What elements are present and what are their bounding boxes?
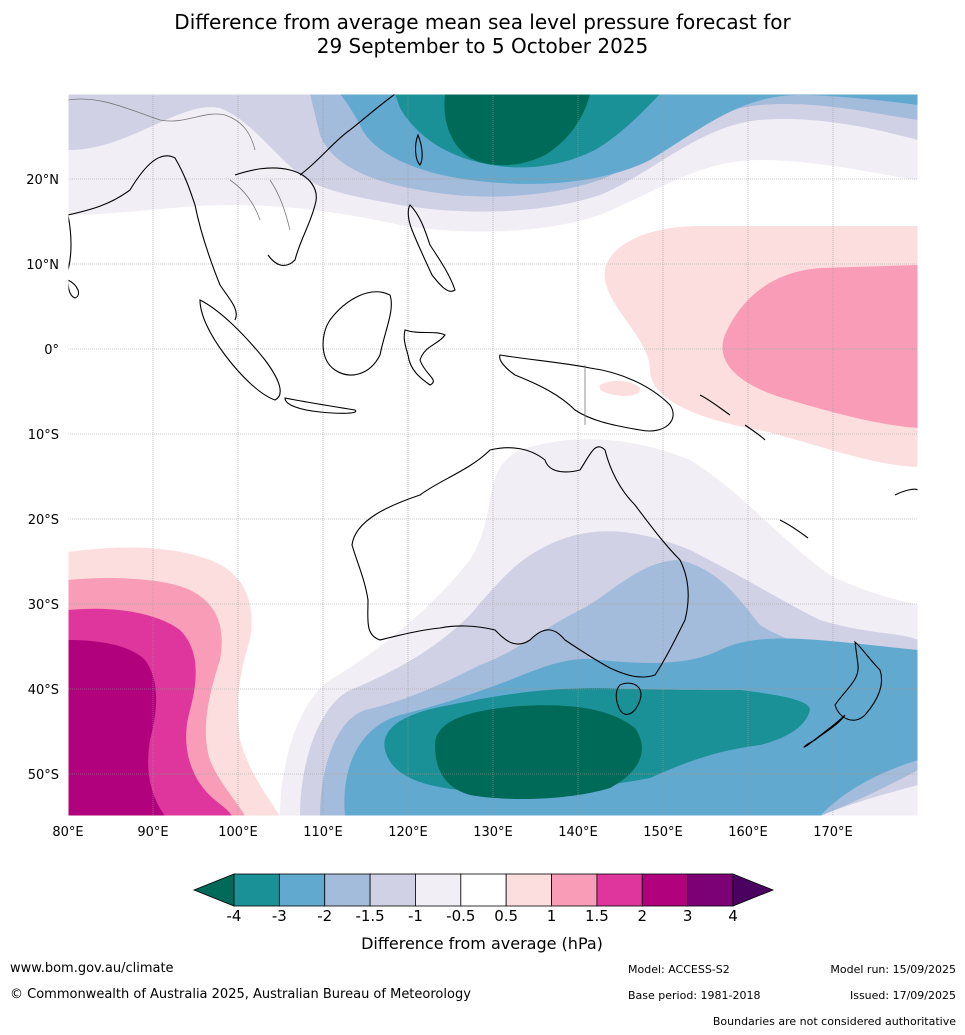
lon-tick: 80°E: [52, 825, 83, 840]
model-name: Model: ACCESS-S2: [628, 963, 730, 976]
colorbar-swatch: [641, 873, 689, 907]
colorbar-tick-label: -4: [227, 907, 242, 925]
lat-tick: 10°S: [28, 428, 59, 443]
longitude-axis: 80°E 90°E 100°E 110°E 120°E 130°E 140°E …: [52, 825, 852, 840]
title-line-2: 29 September to 5 October 2025: [316, 34, 649, 58]
colorbar-tick-label: 2: [637, 907, 647, 925]
lat-tick: 30°S: [28, 598, 59, 613]
colorbar-title: Difference from average (hPa): [361, 934, 603, 953]
tasmania-coast: [615, 682, 642, 715]
australia-coast: [351, 446, 689, 678]
chart-title: Difference from average mean sea level p…: [0, 10, 965, 58]
colorbar-tick-label: -1.5: [355, 907, 384, 925]
colorbar-swatch: [687, 873, 734, 907]
model-run-date: Model run: 15/09/2025: [830, 963, 956, 976]
colorbar-tick-label: 1.5: [585, 907, 609, 925]
issued-date: Issued: 17/09/2025: [849, 989, 956, 1002]
borneo-coast: [322, 291, 392, 376]
new-zealand-north-coast: [834, 640, 883, 721]
colorbar-swatch: [460, 873, 507, 907]
colorbar-tick-label: -0.5: [446, 907, 475, 925]
lon-tick: 90°E: [137, 825, 168, 840]
graticule: [68, 94, 918, 816]
southern-ocean-low: [280, 439, 918, 816]
colorbar-swatch: [324, 873, 371, 907]
colorbar-swatch: [415, 873, 462, 907]
colorbar-tick-label: 4: [728, 907, 738, 925]
colorbar-tick-label: 0.5: [494, 907, 518, 925]
colorbar-tick-label: -1: [408, 907, 423, 925]
pacific-islands-coast: [699, 394, 918, 539]
colorbar-swatch: [596, 873, 643, 907]
western-pacific-high: [599, 226, 918, 467]
lon-tick: 150°E: [643, 825, 683, 840]
country-borders: [68, 98, 586, 425]
taiwan-coast: [415, 133, 423, 166]
java-coast: [284, 397, 357, 414]
website-link[interactable]: www.bom.gov.au/climate: [10, 961, 174, 976]
lon-tick: 130°E: [473, 825, 513, 840]
lon-tick: 120°E: [388, 825, 428, 840]
lat-tick: 40°S: [28, 683, 59, 698]
lon-tick: 100°E: [218, 825, 258, 840]
lon-tick: 160°E: [728, 825, 768, 840]
colorbar-tick-label: 3: [683, 907, 693, 925]
colorbar-tick-label: 1: [547, 907, 557, 925]
colorbar: -4 -3 -2 -1.5 -1 -0.5 0.5 1 1.5 2 3 4: [192, 873, 775, 925]
colorbar-swatch: [233, 873, 280, 907]
new-guinea-coast: [499, 354, 674, 432]
lat-tick: 10°N: [26, 258, 59, 273]
lon-tick: 140°E: [558, 825, 598, 840]
asia-mainland-coast: [68, 94, 396, 321]
lat-tick: 20°S: [28, 513, 59, 528]
colorbar-extend-high: [732, 873, 775, 907]
new-zealand-south-coast: [803, 714, 846, 748]
colorbar-extend-low: [192, 873, 235, 907]
india-coast: [68, 214, 72, 271]
colorbar-swatch: [505, 873, 552, 907]
coastlines: [68, 94, 918, 748]
base-period: Base period: 1981-2018: [628, 989, 761, 1002]
colorbar-tick-label: -2: [317, 907, 332, 925]
lat-tick: 50°S: [28, 768, 59, 783]
lon-tick: 170°E: [813, 825, 853, 840]
sri-lanka-coast: [68, 279, 80, 299]
lon-tick: 110°E: [303, 825, 343, 840]
lat-tick: 0°: [44, 343, 59, 358]
lat-tick: 20°N: [26, 173, 59, 188]
sumatra-coast: [199, 299, 281, 401]
boundary-disclaimer: Boundaries are not considered authoritat…: [712, 1015, 956, 1028]
colorbar-swatch: [278, 873, 326, 907]
colorbar-tick-label: -3: [272, 907, 287, 925]
southern-indian-ocean-high: [68, 547, 280, 816]
philippines-coast: [407, 204, 456, 292]
title-line-1: Difference from average mean sea level p…: [174, 10, 791, 34]
map-panel: [68, 94, 918, 816]
colorbar-swatch: [369, 873, 416, 907]
colorbar-swatch: [551, 873, 598, 907]
copyright-text: © Commonwealth of Australia 2025, Austra…: [10, 987, 471, 1002]
latitude-axis: 20°N 10°N 0° 10°S 20°S 30°S 40°S 50°S: [26, 173, 59, 783]
sulawesi-coast: [403, 329, 446, 386]
